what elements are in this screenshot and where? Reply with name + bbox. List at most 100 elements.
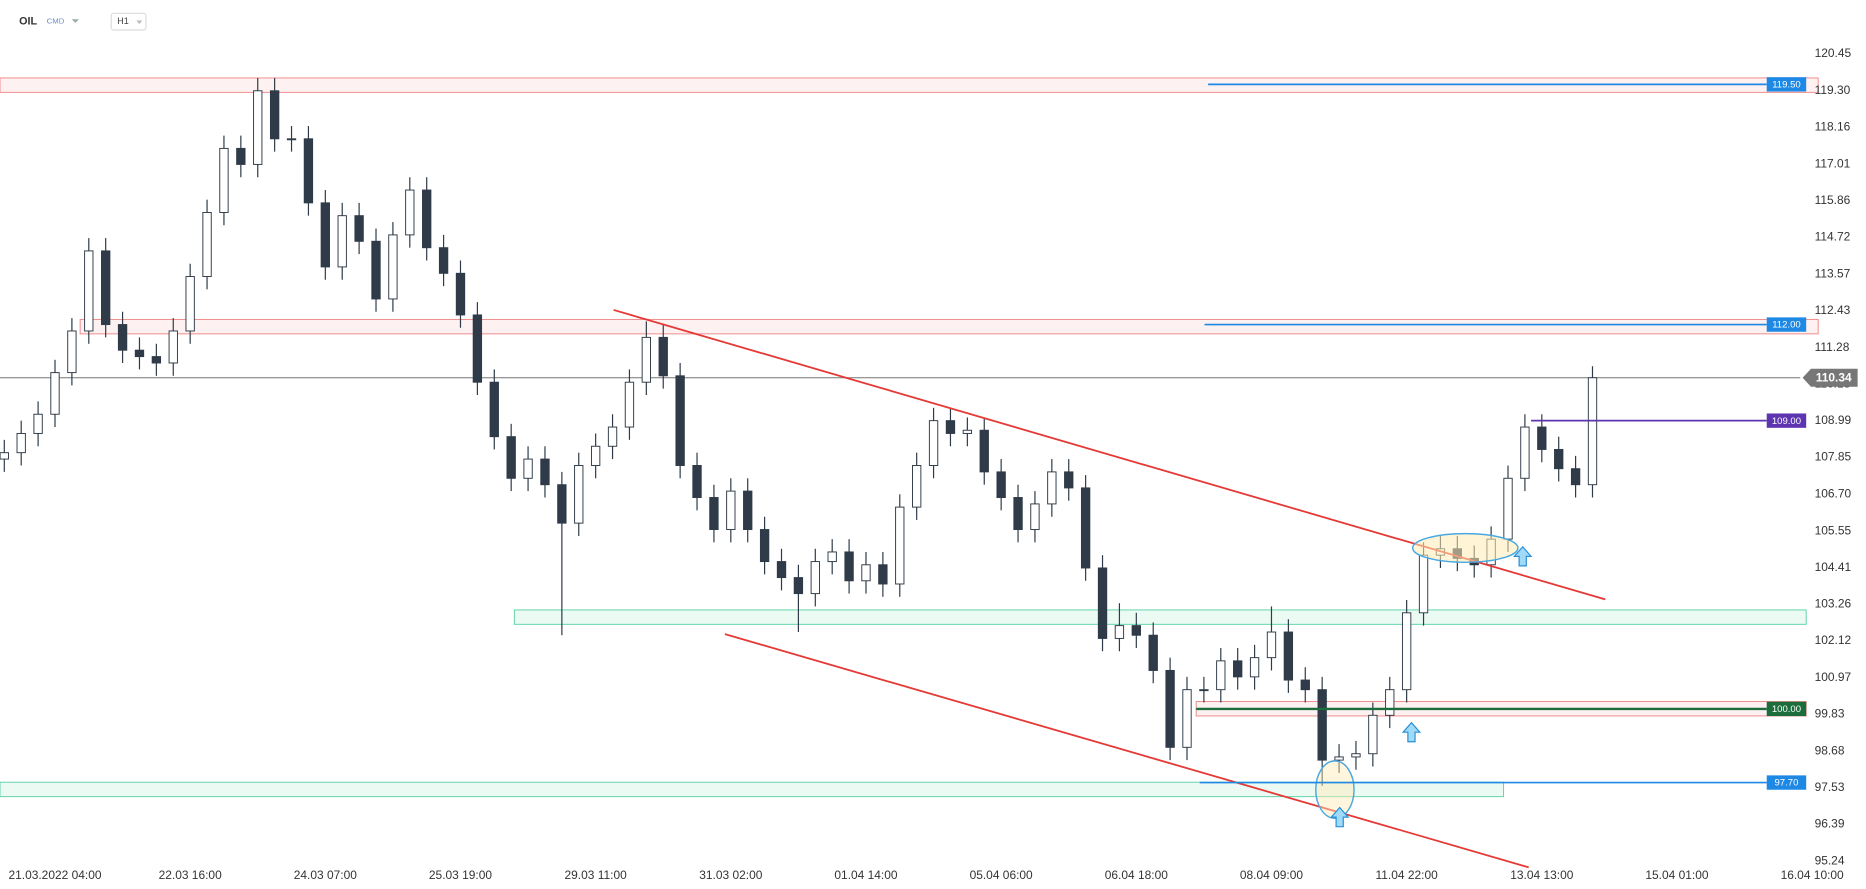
- level-badge: [1766, 77, 1807, 92]
- candle-body: [1266, 631, 1277, 659]
- x-tick-label: 22.03 16:00: [159, 868, 222, 882]
- y-tick-label: 108.99: [1815, 413, 1852, 427]
- level-label: 109.00: [1772, 416, 1801, 427]
- candle-body: [1537, 426, 1547, 450]
- candle-body: [878, 564, 888, 585]
- x-tick-label: 11.04 22:00: [1376, 868, 1439, 882]
- candle-body: [67, 330, 77, 374]
- x-tick-label: 06.04 18:00: [1105, 868, 1168, 882]
- y-tick-label: 112.43: [1815, 303, 1851, 317]
- candle-body: [962, 429, 973, 434]
- candle-body: [1249, 657, 1260, 678]
- trend-line: [724, 633, 1529, 869]
- x-tick-label: 29.03 11:00: [565, 868, 628, 882]
- candle-body: [506, 436, 516, 479]
- highlight-ellipse: [1411, 532, 1519, 564]
- candle-body: [84, 250, 94, 332]
- candle-body: [337, 215, 347, 268]
- y-tick-label: 106.70: [1815, 486, 1852, 500]
- level-badge: [1766, 413, 1807, 428]
- candle-body: [202, 211, 212, 278]
- candle-body: [405, 189, 415, 236]
- y-tick-label: 100.97: [1815, 670, 1852, 684]
- level-badge: [1766, 775, 1807, 790]
- candle-body: [1030, 503, 1040, 531]
- y-tick-label: 105.55: [1815, 523, 1852, 537]
- candle-body: [1401, 612, 1412, 691]
- candle-body: [1080, 487, 1091, 569]
- candle-body: [16, 432, 26, 454]
- candle-body: [253, 90, 263, 165]
- y-tick-label: 97.53: [1815, 780, 1845, 794]
- highlight-ellipse: [1315, 760, 1355, 820]
- y-tick-label: 114.72: [1815, 230, 1851, 244]
- y-tick-label: 120.45: [1815, 46, 1852, 60]
- y-tick-label: 119.30: [1815, 83, 1851, 97]
- candle-body: [1233, 660, 1243, 678]
- candle-body: [1334, 756, 1344, 761]
- candle-body: [844, 551, 854, 582]
- y-tick-label: 117.01: [1815, 156, 1851, 170]
- candle-body: [33, 413, 43, 434]
- candle-body: [50, 372, 60, 415]
- candle-body: [185, 276, 195, 332]
- x-tick-label: 13.04 13:00: [1510, 868, 1573, 882]
- candle-body: [1587, 377, 1598, 486]
- candle-body: [1047, 471, 1057, 505]
- dropdown-caret: [136, 20, 143, 25]
- candle-body: [624, 381, 635, 428]
- candle-body: [1165, 669, 1175, 748]
- candle-body: [726, 490, 736, 531]
- level-badge: [1766, 317, 1807, 332]
- candle-body: [117, 324, 128, 351]
- candle-body: [1570, 468, 1581, 486]
- y-tick-label: 118.16: [1815, 119, 1851, 133]
- y-tick-label: 95.24: [1815, 853, 1845, 867]
- candle-body: [692, 465, 702, 498]
- candle-body: [0, 452, 9, 460]
- candle-body: [1097, 567, 1108, 639]
- x-tick-label: 24.03 07:00: [294, 868, 357, 882]
- y-tick-label: 111.28: [1815, 340, 1850, 354]
- candle-body: [472, 314, 483, 383]
- candle-body: [1199, 689, 1209, 692]
- candle-body: [455, 272, 466, 316]
- candle-body: [1520, 426, 1530, 479]
- candle-body: [1131, 625, 1141, 636]
- candle-body: [810, 561, 820, 595]
- zone: [0, 781, 1505, 798]
- candle-body: [236, 147, 246, 165]
- candle-body: [1351, 753, 1361, 758]
- candle-body: [168, 330, 178, 364]
- candle-body: [675, 375, 685, 466]
- candle-body: [1385, 689, 1395, 716]
- y-tick-label: 102.12: [1815, 633, 1852, 647]
- candle-body: [574, 465, 584, 524]
- candle-body: [1300, 679, 1310, 691]
- x-tick-label: 08.04 09:00: [1240, 868, 1303, 882]
- y-tick-label: 107.85: [1815, 450, 1852, 464]
- y-tick-label: 104.41: [1815, 560, 1852, 574]
- interval-box[interactable]: [110, 12, 147, 31]
- zone: [79, 318, 1819, 335]
- candle-body: [422, 189, 432, 249]
- symbol-type: CMD: [47, 17, 65, 26]
- symbol: OIL: [19, 16, 37, 28]
- level-label: 119.50: [1772, 79, 1801, 90]
- candle-body: [1368, 714, 1378, 755]
- y-tick-label: 115.86: [1815, 193, 1851, 207]
- x-tick-label: 16.04 10:00: [1781, 868, 1844, 882]
- y-tick-label: 96.39: [1815, 817, 1845, 831]
- y-tick-label: 99.83: [1815, 706, 1845, 720]
- candle-body: [219, 147, 229, 213]
- candle-body: [1182, 689, 1192, 748]
- arrow-up: [1330, 806, 1350, 828]
- candle-body: [388, 234, 398, 300]
- candle-body: [1503, 477, 1513, 540]
- y-tick-label: 103.26: [1815, 597, 1852, 611]
- candle-body: [1283, 631, 1294, 681]
- x-tick-label: 01.04 14:00: [834, 868, 897, 882]
- y-tick-label: 98.68: [1815, 743, 1845, 757]
